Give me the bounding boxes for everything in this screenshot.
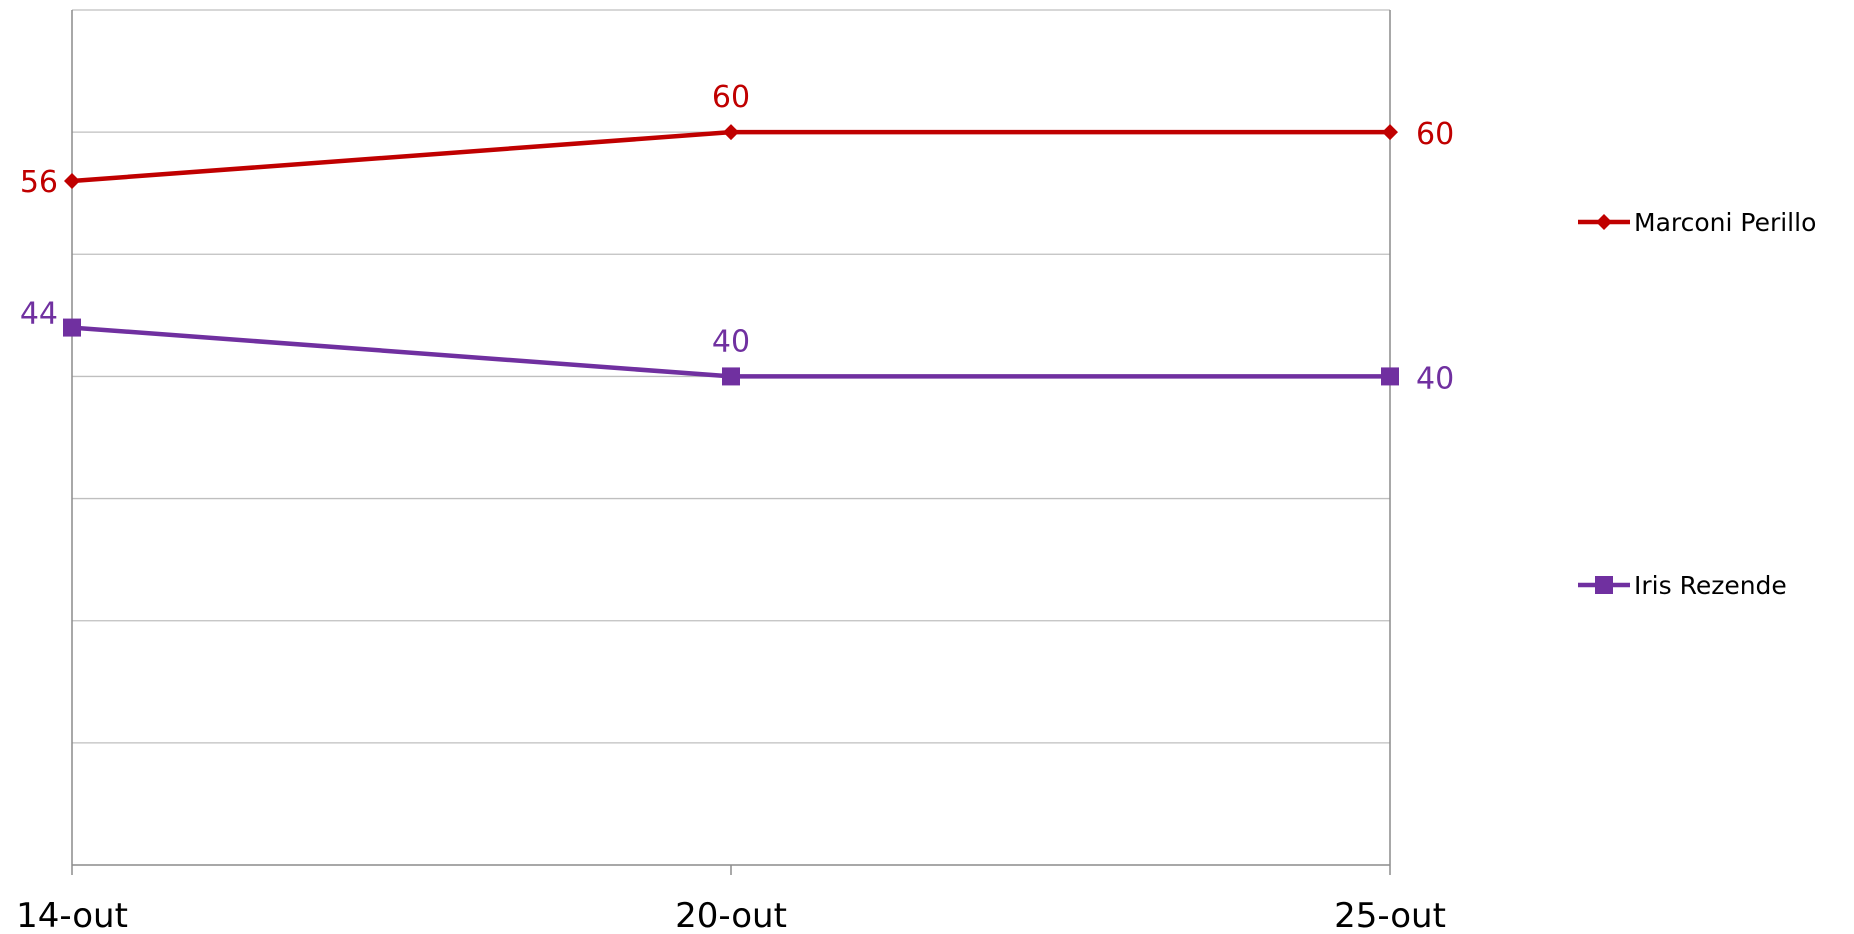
legend-item: Iris Rezende (1578, 571, 1787, 600)
data-point (64, 173, 80, 189)
legend-label: Iris Rezende (1634, 571, 1787, 600)
x-tick-label: 14-out (16, 896, 128, 934)
data-label: 60 (1416, 117, 1454, 152)
data-label: 60 (712, 80, 750, 115)
data-point (63, 318, 81, 337)
legend-marker (1595, 576, 1613, 594)
legend: Marconi Perillo Iris Rezende (1578, 208, 1816, 600)
x-tick-label: 25-out (1334, 896, 1446, 934)
data-point (723, 124, 739, 141)
data-point (1381, 367, 1399, 386)
series-1: 44 40 40 (20, 297, 1454, 397)
legend-label: Marconi Perillo (1634, 208, 1816, 237)
legend-item: Marconi Perillo (1578, 208, 1816, 237)
series-0: 56 60 60 (20, 80, 1454, 200)
series-layer: 56 60 60 44 40 40 (20, 80, 1454, 396)
x-axis-ticks: 14-out 20-out 25-out (16, 865, 1446, 934)
data-label: 44 (20, 297, 58, 332)
data-label: 40 (712, 324, 750, 359)
data-label: 40 (1416, 361, 1454, 396)
data-label: 56 (20, 165, 58, 200)
data-point (1382, 124, 1398, 141)
x-tick-label: 20-out (675, 896, 787, 934)
data-point (722, 367, 740, 386)
legend-marker (1596, 214, 1612, 230)
